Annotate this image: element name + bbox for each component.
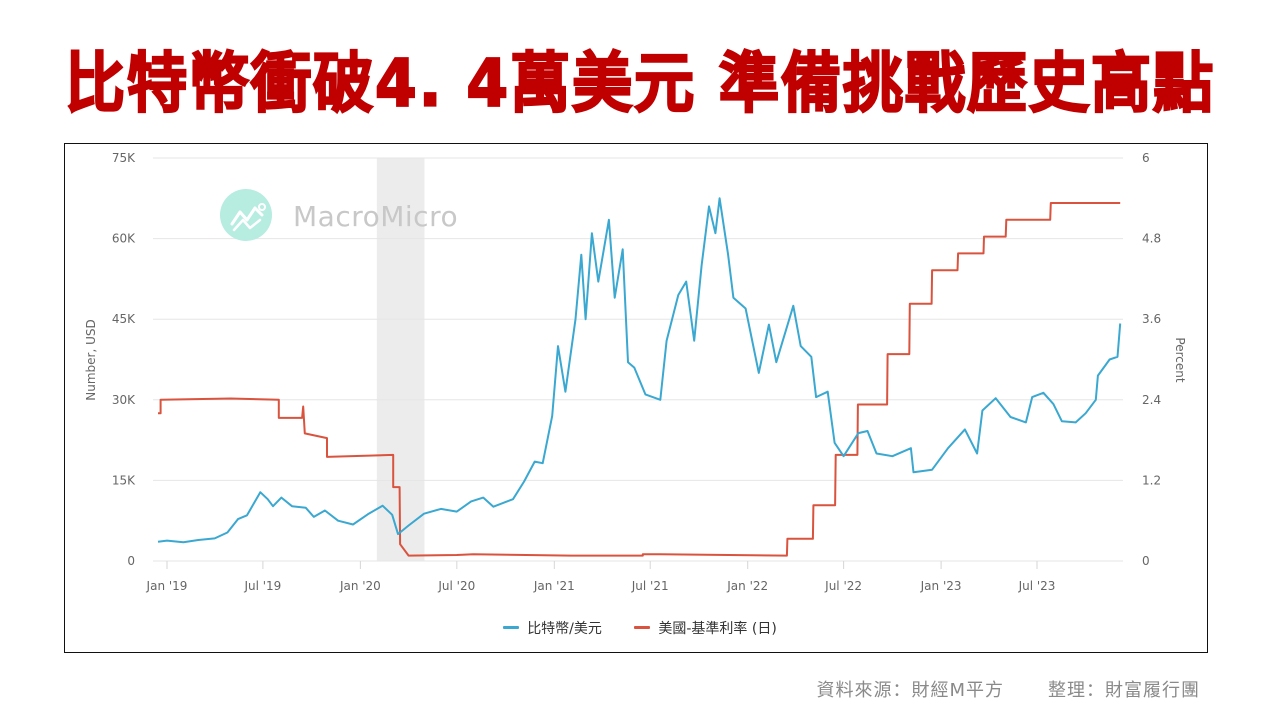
y-right-tick-label: 2.4 [1142, 393, 1161, 407]
btc-swatch-icon [503, 626, 520, 629]
x-tick-label: Jan '21 [533, 579, 575, 593]
x-tick-label: Jan '22 [726, 579, 768, 593]
rate-series-line [158, 202, 1121, 557]
y-axis-right: 0 1.2 2.4 3.6 4.8 6 [1142, 151, 1161, 568]
x-tick-label: Jan '19 [146, 579, 188, 593]
y-tick-label: 60K [112, 232, 136, 246]
x-tick-label: Jan '20 [339, 579, 381, 593]
x-tick-label: Jul '22 [824, 579, 862, 593]
x-axis: Jan '19 Jul '19 Jan '20 Jul '20 Jan '21 Jul '… [146, 561, 1056, 593]
y-right-tick-label: 4.8 [1142, 232, 1161, 246]
x-tick-label: Jul '23 [1018, 579, 1056, 593]
compiled-by-text: 整理：財富履行團 [1048, 680, 1200, 701]
headline-title: 比特幣衝破4. 4萬美元 準備挑戰歷史高點 [64, 45, 1216, 123]
data-source-text: 資料來源：財經M平方 [816, 680, 1004, 701]
y-right-tick-label: 3.6 [1142, 312, 1161, 326]
legend-item-rate[interactable]: 美國-基準利率 (日) [634, 618, 777, 638]
y-tick-label: 45K [112, 312, 136, 326]
x-tick-label: Jul '19 [243, 579, 281, 593]
y-axis-right-title: Percent [1173, 337, 1187, 382]
y-tick-label: 15K [112, 473, 136, 487]
legend-label-btc: 比特幣/美元 [527, 620, 602, 637]
source-credit: 資料來源：財經M平方 整理：財富履行團 [816, 676, 1200, 702]
y-right-tick-label: 6 [1142, 151, 1150, 165]
y-tick-label: 75K [112, 151, 136, 165]
x-tick-label: Jan '23 [920, 579, 962, 593]
legend-label-rate: 美國-基準利率 (日) [658, 620, 777, 637]
y-right-tick-label: 1.2 [1142, 473, 1161, 487]
x-tick-label: Jul '21 [631, 579, 669, 593]
legend-item-btc[interactable]: 比特幣/美元 [503, 618, 602, 638]
watermark-text: MacroMicro [293, 200, 458, 233]
y-axis-left-title: Number, USD [84, 319, 98, 400]
recession-band [376, 158, 425, 561]
y-tick-label: 30K [112, 393, 136, 407]
chart-logo-icon [220, 189, 272, 241]
y-tick-label: 0 [127, 554, 135, 568]
y-axis-left: 0 15K 30K 45K 60K 75K [112, 151, 136, 568]
watermark: MacroMicro [220, 189, 458, 241]
gridlines [153, 157, 1123, 562]
y-right-tick-label: 0 [1142, 554, 1150, 568]
chart-legend: 比特幣/美元 美國-基準利率 (日) [0, 617, 1280, 638]
x-tick-label: Jul '20 [437, 579, 475, 593]
btc-series-line [157, 197, 1122, 544]
rate-swatch-icon [634, 626, 651, 629]
